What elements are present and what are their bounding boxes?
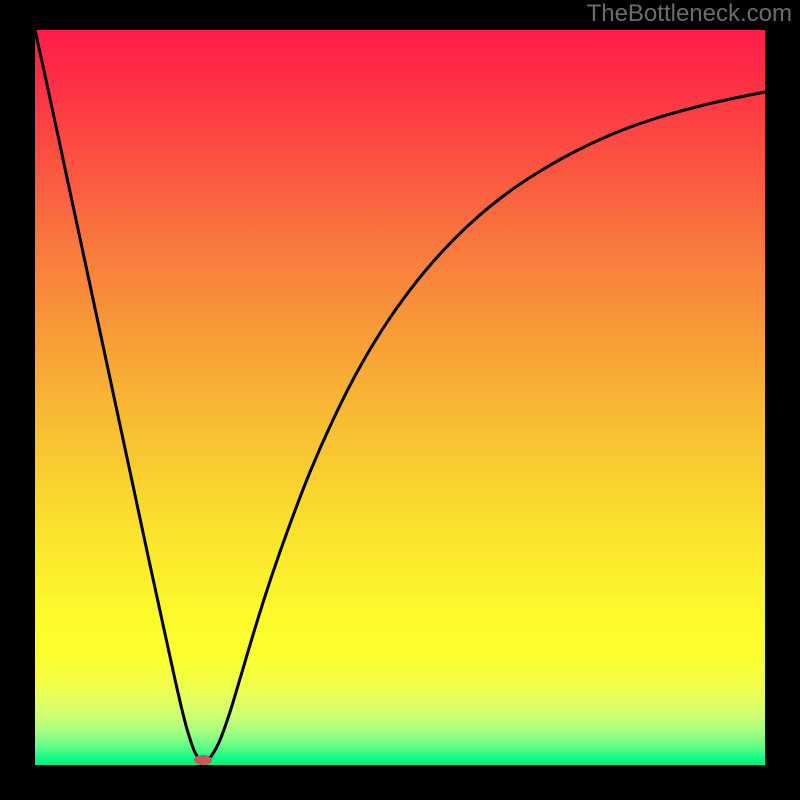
watermark-text: TheBottleneck.com (587, 0, 792, 28)
optimal-point-marker (194, 755, 212, 765)
chart-container: TheBottleneck.com (0, 0, 800, 800)
plot-area (35, 30, 765, 765)
bottleneck-chart (0, 0, 800, 800)
